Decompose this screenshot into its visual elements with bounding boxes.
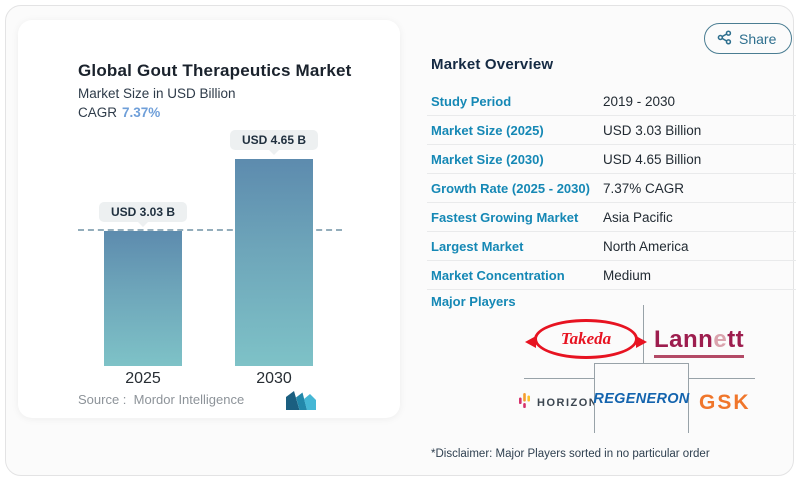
source-label: Source : [78,392,127,407]
row-label: Market Size (2030) [431,151,544,167]
mordor-intelligence-logo-icon [286,391,316,415]
source-attribution: Source : Mordor Intelligence [78,392,244,407]
players-grid-divider [689,378,755,379]
table-row: Market Size (2030) USD 4.65 Billion [427,145,796,174]
lannett-logo-text: Lann [654,326,714,353]
bar-group-2025: USD 3.03 B [98,202,188,366]
share-button-label: Share [739,30,777,47]
lannett-logo-text: tt [727,326,745,353]
cagr-value: 7.37% [122,105,161,120]
horizon-logo: HORIZON. [519,392,603,414]
chart-card: Global Gout Therapeutics Market Market S… [18,20,400,418]
horizon-bars-icon [519,392,532,414]
horizon-logo-text: HORIZON. [537,397,603,409]
overview-table: Study Period 2019 - 2030 Market Size (20… [427,87,796,290]
bar-2030 [235,159,313,366]
table-row: Market Concentration Medium [427,261,796,290]
bar-chart: USD 3.03 B USD 4.65 B [78,130,342,366]
bar-value-label-2030: USD 4.65 B [229,130,319,150]
row-value: USD 4.65 Billion [603,151,702,167]
regeneron-logo-text: REGENERON [593,390,690,407]
bar-value-label-2025: USD 3.03 B [98,202,188,222]
gsk-logo-text: GSK [699,391,751,414]
row-value: 7.37% CAGR [603,180,685,196]
x-axis-label-2025: 2025 [125,370,161,387]
panel-heading: Market Overview [431,56,554,73]
source-value: Mordor Intelligence [133,392,245,407]
takeda-logo-text: Takeda [560,329,612,348]
table-row: Growth Rate (2025 - 2030) 7.37% CAGR [427,174,796,203]
major-players-label: Major Players [431,294,516,309]
cagr-line: CAGR 7.37% [78,105,160,120]
x-axis-label-2030: 2030 [256,370,292,387]
row-value: 2019 - 2030 [603,93,676,109]
players-grid-divider [643,305,644,363]
players-grid-divider [524,378,594,379]
disclaimer-text: *Disclaimer: Major Players sorted in no … [431,448,710,460]
regeneron-cell: REGENERON [593,363,690,433]
row-value: North America [603,238,689,254]
row-label: Growth Rate (2025 - 2030) [431,180,590,196]
row-value: Medium [603,267,652,283]
cagr-label: CAGR [78,105,118,120]
bar-group-2030: USD 4.65 B [229,130,319,366]
table-row: Largest Market North America [427,232,796,261]
market-overview-panel: Market Overview Study Period 2019 - 2030… [416,6,799,488]
table-row: Study Period 2019 - 2030 [427,87,796,116]
reference-line [78,229,342,231]
share-button[interactable]: Share [704,23,793,54]
table-row: Fastest Growing Market Asia Pacific [427,203,796,232]
lannett-logo-accent: e [713,326,728,353]
row-label: Market Size (2025) [431,122,544,138]
row-label: Largest Market [431,238,524,254]
page-container: Global Gout Therapeutics Market Market S… [5,5,796,476]
bar-2025 [104,231,182,366]
row-value: USD 3.03 Billion [603,122,702,138]
share-icon [717,29,732,48]
row-value: Asia Pacific [603,209,673,225]
row-label: Study Period [431,93,512,109]
lannett-logo: Lannett [654,326,745,358]
chart-subtitle: Market Size in USD Billion [78,86,236,101]
takeda-logo: Takeda [525,319,647,359]
table-row: Market Size (2025) USD 3.03 Billion [427,116,796,145]
row-label: Market Concentration [431,267,565,283]
chart-title: Global Gout Therapeutics Market [78,61,352,80]
row-label: Fastest Growing Market [431,209,579,225]
